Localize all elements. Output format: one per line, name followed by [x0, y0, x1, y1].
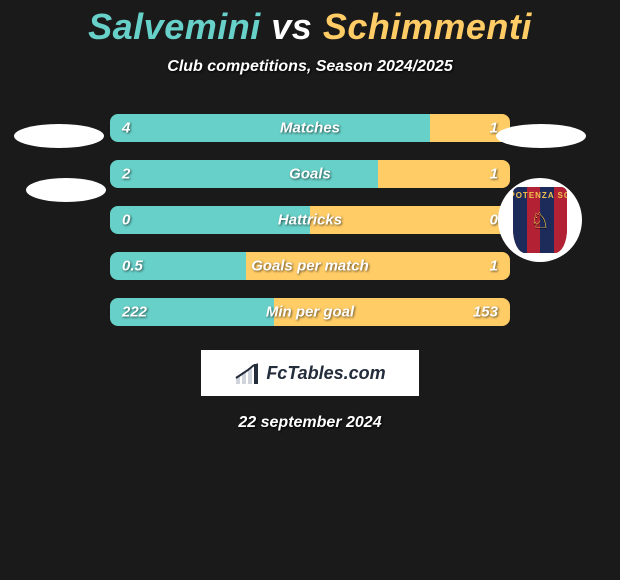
stat-row: 21Goals: [110, 160, 510, 188]
infographic-date: 22 september 2024: [0, 414, 620, 432]
subtitle: Club competitions, Season 2024/2025: [0, 58, 620, 76]
stat-row: 00Hattricks: [110, 206, 510, 234]
stat-row: 0.51Goals per match: [110, 252, 510, 280]
club-shield-name: POTENZA SC: [513, 191, 567, 200]
title-vs: vs: [271, 6, 312, 47]
page-title: Salvemini vs Schimmenti: [0, 0, 620, 48]
stat-row: 222153Min per goal: [110, 298, 510, 326]
brand-text: FcTables.com: [266, 363, 385, 384]
club-shield-emblem: ♘: [530, 208, 550, 234]
stat-label: Goals per match: [110, 258, 510, 275]
brand-box: FcTables.com: [201, 350, 419, 396]
stat-row: 41Matches: [110, 114, 510, 142]
left-slot-ellipse-1: [14, 124, 104, 148]
title-player1: Salvemini: [88, 6, 261, 47]
comparison-infographic: Salvemini vs Schimmenti Club competition…: [0, 0, 620, 580]
left-slot-ellipse-2: [26, 178, 106, 202]
club-shield: POTENZA SC ♘: [513, 187, 567, 253]
stat-label: Goals: [110, 166, 510, 183]
stat-label: Matches: [110, 120, 510, 137]
right-slot-ellipse-1: [496, 124, 586, 148]
right-club-badge: POTENZA SC ♘: [498, 178, 582, 262]
title-player2: Schimmenti: [323, 6, 532, 47]
stat-label: Hattricks: [110, 212, 510, 229]
brand-bars-icon: [234, 362, 260, 384]
stat-label: Min per goal: [110, 304, 510, 321]
